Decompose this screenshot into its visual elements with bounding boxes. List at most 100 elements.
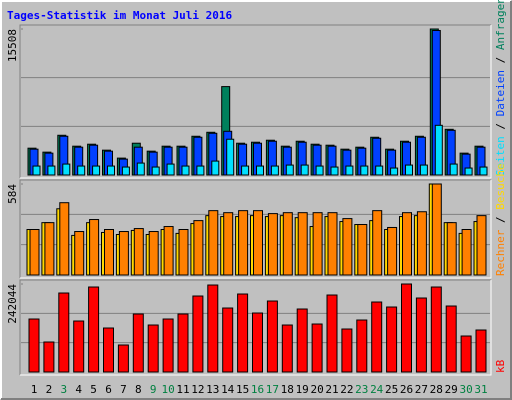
bar: [147, 324, 159, 373]
bar: [223, 212, 234, 276]
legend-separator: /: [494, 50, 507, 70]
bar: [43, 341, 55, 373]
bar: [415, 297, 427, 373]
x-tick-label: 9: [150, 383, 157, 396]
x-tick-label: 25: [385, 383, 398, 396]
panel-bevel-dark: [19, 24, 491, 178]
bar: [445, 305, 457, 373]
x-tick-label: 8: [135, 383, 142, 396]
panel-bevel-light: [20, 25, 492, 179]
bar: [77, 165, 86, 176]
bar: [356, 319, 368, 373]
bar: [341, 328, 353, 373]
bar: [256, 165, 264, 176]
panel-bevel-light: [20, 180, 492, 279]
bar: [416, 211, 427, 276]
legend-entry: kB: [494, 359, 507, 373]
y-tick-label: 15508: [6, 29, 19, 62]
bar: [297, 212, 308, 276]
bar: [207, 284, 219, 373]
bar: [475, 329, 487, 373]
panel-bevel-light: [20, 280, 492, 376]
bar: [401, 283, 412, 373]
y-tick-label: 584: [6, 184, 19, 204]
legend: kB: [494, 359, 507, 373]
x-tick-label: 31: [474, 383, 487, 396]
bar: [405, 164, 413, 176]
x-tick-label: 30: [459, 383, 472, 396]
bar: [92, 165, 101, 176]
bar: [270, 165, 279, 176]
bar: [330, 166, 339, 176]
bar: [192, 295, 204, 373]
bar: [252, 312, 263, 373]
legend: Seiten / Dateien / Anfragen: [494, 0, 507, 176]
x-tick-label: 7: [120, 383, 127, 396]
bar: [162, 318, 174, 373]
bar: [117, 344, 129, 373]
x-tick-label: 15: [236, 383, 249, 396]
bar: [342, 218, 353, 276]
bar: [446, 222, 457, 276]
bar: [357, 224, 368, 276]
bar: [282, 212, 293, 276]
bar: [47, 165, 56, 176]
bar: [208, 210, 219, 276]
legend-separator: /: [494, 116, 507, 136]
x-tick-label: 16: [251, 383, 264, 396]
bar: [387, 226, 398, 276]
bar: [73, 320, 85, 373]
bar: [58, 292, 70, 373]
legend-entry: Anfragen: [494, 0, 507, 50]
bar: [222, 307, 234, 373]
bar: [267, 213, 278, 276]
bar: [89, 219, 100, 276]
bar: [88, 286, 100, 373]
x-tick-label: 28: [430, 383, 443, 396]
x-tick-label: 1: [31, 383, 38, 396]
x-tick-label: 11: [176, 383, 189, 396]
bar: [177, 313, 189, 373]
bar: [360, 165, 369, 176]
x-tick-label: 10: [161, 383, 174, 396]
bar: [74, 231, 85, 276]
bar: [44, 222, 55, 276]
y-tick-label: 242044: [6, 284, 19, 324]
bar: [163, 226, 174, 276]
bar: [326, 294, 338, 373]
bar: [464, 167, 473, 176]
legend-entry: Rechner: [494, 229, 507, 276]
bar: [315, 165, 324, 176]
x-tick-label: 4: [75, 383, 82, 396]
bar: [300, 164, 309, 176]
bar: [104, 229, 114, 276]
x-tick-label: 29: [445, 383, 458, 396]
bar: [372, 210, 383, 276]
legend-entry: Besuche: [494, 163, 507, 209]
bar: [62, 163, 71, 176]
bar: [32, 165, 41, 176]
x-tick-label: 26: [400, 383, 413, 396]
bar: [59, 202, 70, 276]
bar: [211, 160, 220, 176]
bar: [181, 165, 190, 176]
chart-title: Tages-Statistik im Monat Juli 2016: [7, 9, 233, 22]
bar: [371, 301, 383, 373]
bar: [431, 183, 442, 276]
bar: [103, 327, 114, 373]
bar: [151, 166, 160, 176]
bar: [266, 300, 278, 373]
bar: [402, 212, 412, 276]
bar: [178, 229, 189, 276]
bar: [296, 308, 308, 373]
bar: [29, 229, 40, 276]
x-tick-label: 3: [60, 383, 67, 396]
legend-separator: /: [494, 210, 507, 230]
bar: [285, 164, 294, 176]
x-tick-label: 5: [90, 383, 97, 396]
x-tick-label: 17: [266, 383, 279, 396]
bar: [430, 286, 442, 373]
